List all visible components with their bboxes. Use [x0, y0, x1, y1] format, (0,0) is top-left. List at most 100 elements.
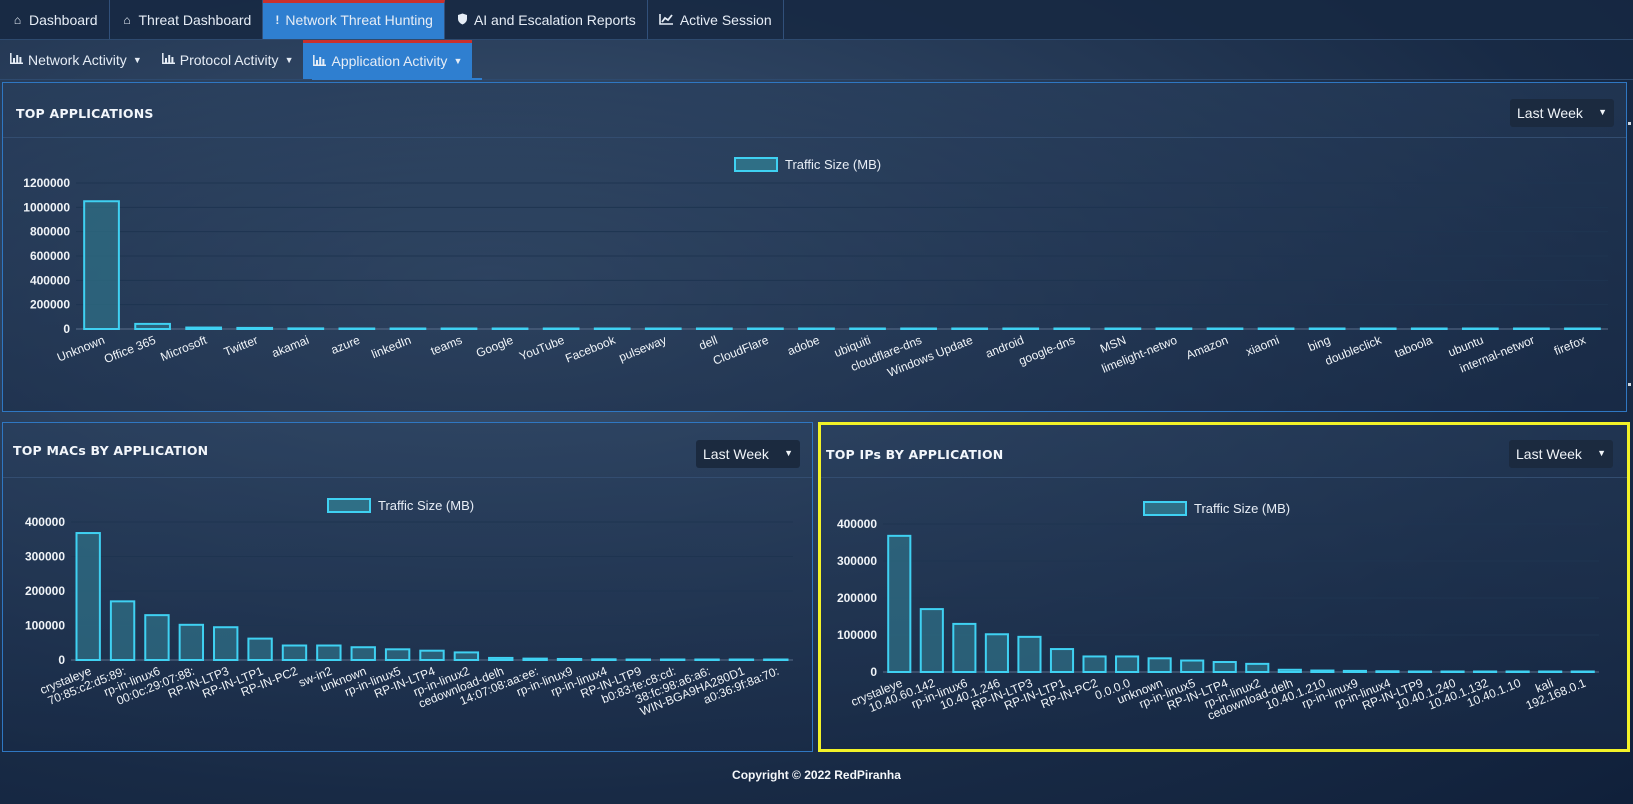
chart-legend[interactable]: Traffic Size (MB) — [1143, 501, 1290, 516]
x-tick-label: Amazon — [1184, 333, 1230, 362]
chart-bar[interactable] — [440, 327, 478, 330]
chart-bar[interactable] — [1206, 327, 1244, 330]
time-range-select[interactable]: Last Week ▼ — [696, 440, 800, 468]
chart-bar[interactable] — [488, 656, 514, 661]
chart-bar[interactable] — [1017, 635, 1042, 674]
chart-legend[interactable]: Traffic Size (MB) — [327, 498, 474, 513]
chart-bar[interactable] — [316, 644, 342, 661]
chart-bar[interactable] — [1342, 669, 1367, 673]
chart-bar[interactable] — [384, 648, 411, 661]
chart-bar[interactable] — [849, 327, 886, 330]
chart-bar[interactable] — [491, 327, 529, 330]
chart-bar[interactable] — [1375, 670, 1400, 673]
chart-bar[interactable] — [389, 327, 427, 330]
y-tick-label: 100000 — [837, 628, 877, 642]
chart-bar[interactable] — [1277, 668, 1302, 673]
chart-bar[interactable] — [213, 626, 239, 662]
chart-bar[interactable] — [728, 658, 755, 661]
chart-bar[interactable] — [144, 614, 170, 661]
chart-bar[interactable] — [1440, 670, 1465, 673]
chart-bar[interactable] — [798, 327, 835, 330]
chart-bar[interactable] — [1115, 655, 1140, 674]
x-tick-label: bing — [1306, 333, 1332, 354]
chart-bar[interactable] — [952, 622, 977, 673]
chart-bar[interactable] — [593, 327, 631, 330]
chart-bar[interactable] — [747, 327, 784, 330]
chart-bar[interactable] — [1359, 327, 1397, 330]
chart-bar[interactable] — [1505, 670, 1530, 673]
chart-bar[interactable] — [287, 327, 325, 330]
chart-bar[interactable] — [1002, 327, 1040, 330]
chart-bar[interactable] — [1053, 327, 1091, 330]
chart-bar[interactable] — [75, 532, 101, 661]
chart-bar[interactable] — [1257, 327, 1295, 330]
chart-bar[interactable] — [185, 326, 223, 330]
time-range-select[interactable]: Last Week ▼ — [1509, 440, 1613, 468]
chart-bar[interactable] — [281, 644, 308, 661]
chart-bar[interactable] — [1570, 670, 1595, 673]
scroll-indicator[interactable] — [1628, 383, 1631, 386]
tab-network-threat-hunting[interactable]: ! Network Threat Hunting — [263, 0, 445, 39]
chart-bar[interactable] — [1538, 670, 1563, 673]
chart-bar[interactable] — [591, 658, 617, 661]
chart-bar[interactable] — [522, 657, 548, 661]
chart-bar[interactable] — [887, 534, 912, 673]
chart-bar[interactable] — [1461, 327, 1499, 330]
panel-divider — [3, 137, 1626, 138]
chart-bar[interactable] — [1082, 655, 1107, 674]
chart-bar[interactable] — [236, 326, 274, 330]
chart-bar[interactable] — [542, 327, 580, 330]
chart-bar[interactable] — [338, 327, 376, 330]
chart-bar[interactable] — [1212, 661, 1237, 673]
chart-bar[interactable] — [694, 658, 720, 661]
legend-label: Traffic Size (MB) — [378, 498, 474, 513]
time-range-select[interactable]: Last Week ▼ — [1510, 99, 1614, 127]
chart-bar[interactable] — [83, 200, 120, 330]
scroll-indicator[interactable] — [1628, 122, 1631, 125]
tab-threat-dashboard[interactable]: ⌂ Threat Dashboard — [110, 0, 264, 39]
chart-bar[interactable] — [984, 633, 1009, 673]
chart-bar[interactable] — [1049, 648, 1075, 673]
chart-bar[interactable] — [659, 658, 686, 661]
chart-bar[interactable] — [1308, 327, 1346, 330]
tab-active-session[interactable]: Active Session — [648, 0, 784, 39]
chart-bar[interactable] — [134, 322, 171, 330]
time-range-value: Last Week — [1517, 105, 1583, 121]
chart-bar[interactable] — [1245, 662, 1270, 674]
chart-bar[interactable] — [247, 637, 273, 661]
subtab-protocol-activity[interactable]: Protocol Activity ▼ — [152, 40, 304, 79]
chart-bar[interactable] — [900, 327, 937, 330]
chart-bar[interactable] — [1310, 669, 1335, 674]
chart-bar[interactable] — [1155, 327, 1193, 330]
chart-bar[interactable] — [419, 649, 445, 661]
chart-bar[interactable] — [1473, 670, 1498, 673]
y-tick-label: 0 — [870, 665, 877, 679]
x-tick-label: 192.168.0.1 — [1524, 676, 1588, 713]
tab-dashboard[interactable]: ⌂ Dashboard — [0, 0, 110, 39]
subtab-network-activity[interactable]: Network Activity ▼ — [0, 40, 152, 79]
chart-bar[interactable] — [1104, 327, 1142, 330]
time-range-value: Last Week — [703, 446, 769, 462]
chart-bar[interactable] — [625, 658, 651, 661]
x-tick-label: Office 365 — [102, 333, 158, 367]
chart-bar[interactable] — [763, 658, 789, 661]
subtab-application-activity[interactable]: Application Activity ▼ — [303, 40, 473, 79]
chart-bar[interactable] — [453, 651, 480, 662]
chart-bar[interactable] — [350, 646, 376, 662]
tab-ai-escalation-reports[interactable]: AI and Escalation Reports — [445, 0, 648, 39]
chart-bar[interactable] — [556, 657, 583, 661]
chart-bar[interactable] — [1180, 659, 1205, 673]
chart-bar[interactable] — [951, 327, 989, 330]
chart-bar[interactable] — [1407, 670, 1433, 673]
chart-bar[interactable] — [695, 327, 733, 330]
chart-bar[interactable] — [1564, 327, 1601, 330]
chart-bar[interactable] — [1513, 327, 1550, 330]
chart-bar[interactable] — [1147, 657, 1172, 673]
chart-bar[interactable] — [109, 600, 136, 662]
chart-bar[interactable] — [178, 623, 205, 661]
chart-bar[interactable] — [1410, 327, 1448, 330]
chart-legend[interactable]: Traffic Size (MB) — [734, 157, 881, 172]
legend-swatch — [1143, 501, 1187, 516]
chart-bar[interactable] — [644, 327, 682, 330]
chart-bar[interactable] — [919, 608, 944, 674]
